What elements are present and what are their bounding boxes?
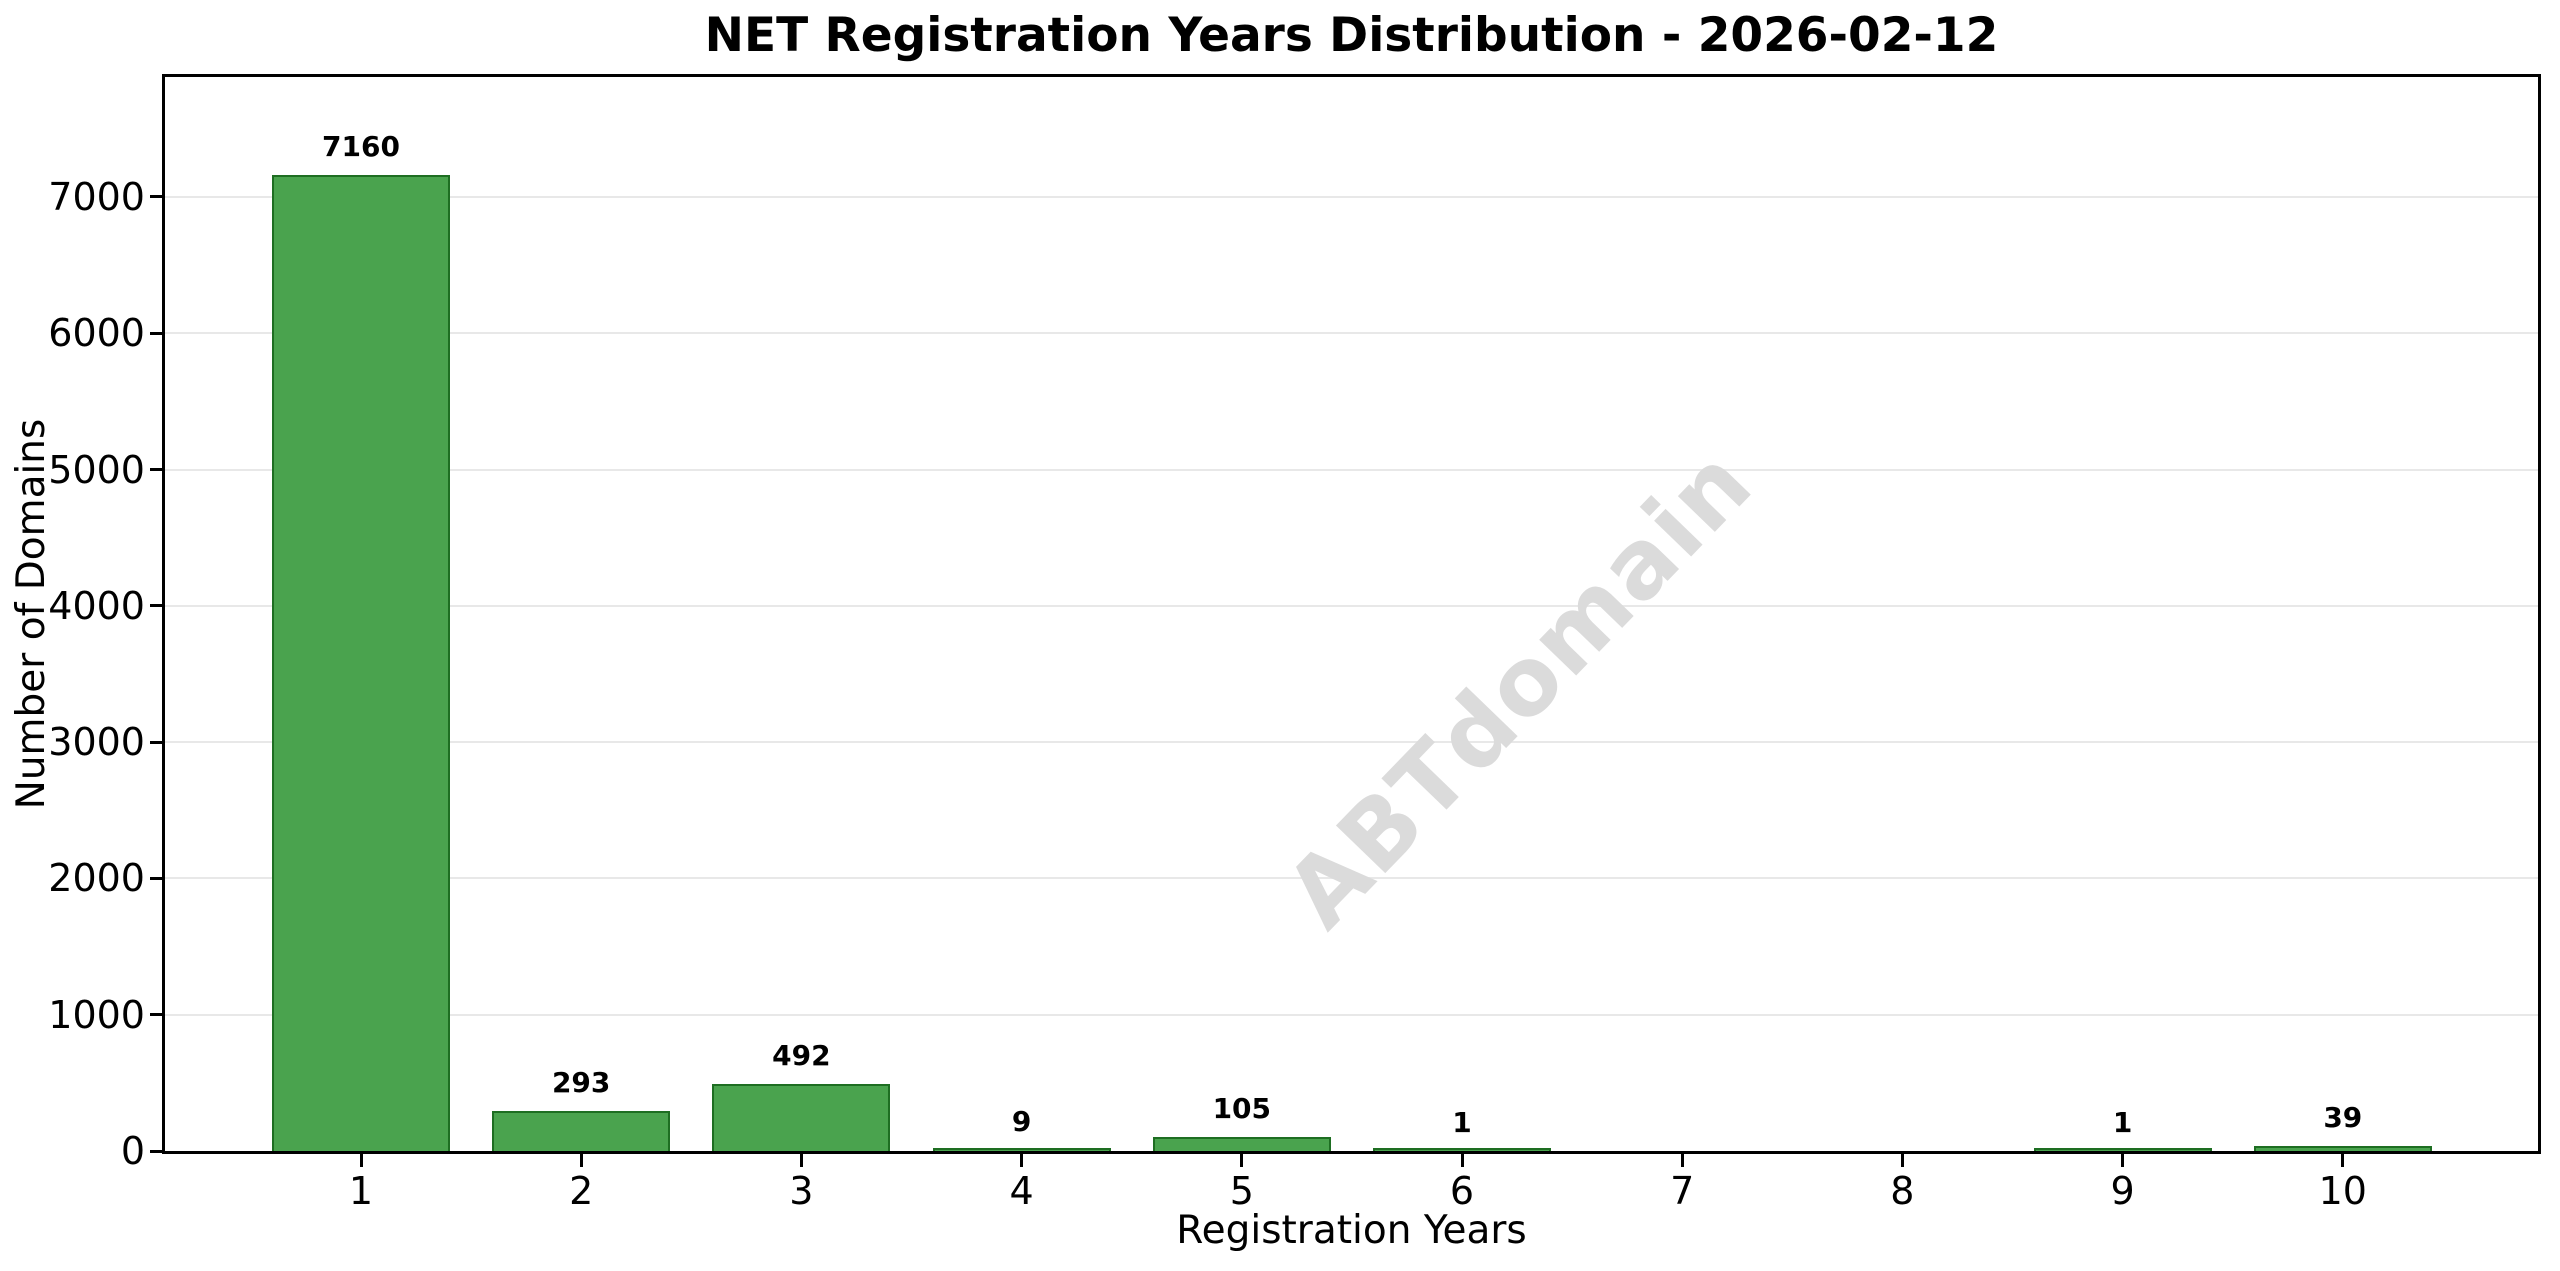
y-tick-label: 7000 [48, 174, 145, 219]
x-tick-label: 9 [2110, 1169, 2135, 1213]
watermark-text: ABTdomain [1265, 428, 1774, 950]
bar [1152, 1136, 1331, 1151]
gridline [165, 741, 2538, 744]
gridline [165, 604, 2538, 607]
gridline [165, 332, 2538, 335]
gridline [165, 1013, 2538, 1016]
x-tick-mark [359, 1154, 363, 1167]
y-tick-mark [150, 468, 165, 472]
y-tick-mark [150, 1149, 165, 1153]
y-tick-label: 0 [120, 1129, 145, 1173]
x-tick-mark [1460, 1154, 1464, 1167]
y-tick-label: 1000 [48, 992, 145, 1037]
x-tick-label: 4 [1009, 1169, 1034, 1213]
x-tick-mark [1680, 1154, 1684, 1167]
gridline [165, 468, 2538, 471]
y-tick-label: 2000 [48, 856, 145, 901]
x-tick-label: 10 [2318, 1169, 2367, 1213]
x-axis-label: Registration Years [1176, 1208, 1527, 1253]
bar [712, 1083, 891, 1151]
y-tick-label: 5000 [48, 447, 145, 492]
x-tick-label: 3 [789, 1169, 814, 1213]
x-tick-label: 2 [569, 1169, 594, 1213]
bar [492, 1111, 671, 1151]
bar [932, 1148, 1111, 1151]
bar-value-label: 492 [772, 1038, 831, 1072]
bar-value-label: 1 [1452, 1105, 1472, 1139]
y-tick-mark [150, 604, 165, 608]
x-tick-mark [1240, 1154, 1244, 1167]
bar-value-label: 39 [2323, 1100, 2363, 1134]
y-tick-label: 3000 [48, 720, 145, 765]
x-tick-label: 8 [1890, 1169, 1915, 1213]
y-tick-label: 4000 [48, 583, 145, 628]
x-tick-mark [579, 1154, 583, 1167]
bar-value-label: 293 [551, 1066, 611, 1100]
y-tick-mark [150, 1013, 165, 1017]
gridline [165, 195, 2538, 198]
bar-value-label: 9 [1011, 1104, 1032, 1138]
bar-value-label: 105 [1212, 1091, 1272, 1125]
chart-title: NET Registration Years Distribution - 20… [704, 8, 1999, 63]
x-tick-mark [1020, 1154, 1024, 1167]
y-tick-mark [150, 331, 165, 335]
x-tick-mark [2121, 1154, 2125, 1167]
x-tick-label: 6 [1449, 1169, 1475, 1213]
bar [2253, 1145, 2432, 1151]
x-tick-mark [799, 1154, 803, 1167]
x-tick-label: 7 [1670, 1169, 1695, 1213]
gridline [165, 877, 2538, 880]
bar-value-label: 7160 [322, 130, 400, 164]
x-tick-label: 1 [348, 1169, 374, 1213]
bar-value-label: 1 [2112, 1105, 2133, 1139]
bar [2033, 1148, 2212, 1151]
x-tick-mark [2341, 1154, 2345, 1167]
y-tick-mark [150, 876, 165, 880]
y-tick-mark [150, 740, 165, 744]
bar [1373, 1148, 1551, 1151]
y-tick-label: 6000 [48, 311, 145, 356]
x-tick-label: 5 [1229, 1169, 1254, 1213]
x-tick-mark [1900, 1154, 1904, 1167]
bar [272, 175, 450, 1151]
plot-area: ABTdomain 7160 293 492 9 105 1 1 39 [162, 74, 2541, 1154]
y-tick-mark [150, 195, 165, 199]
